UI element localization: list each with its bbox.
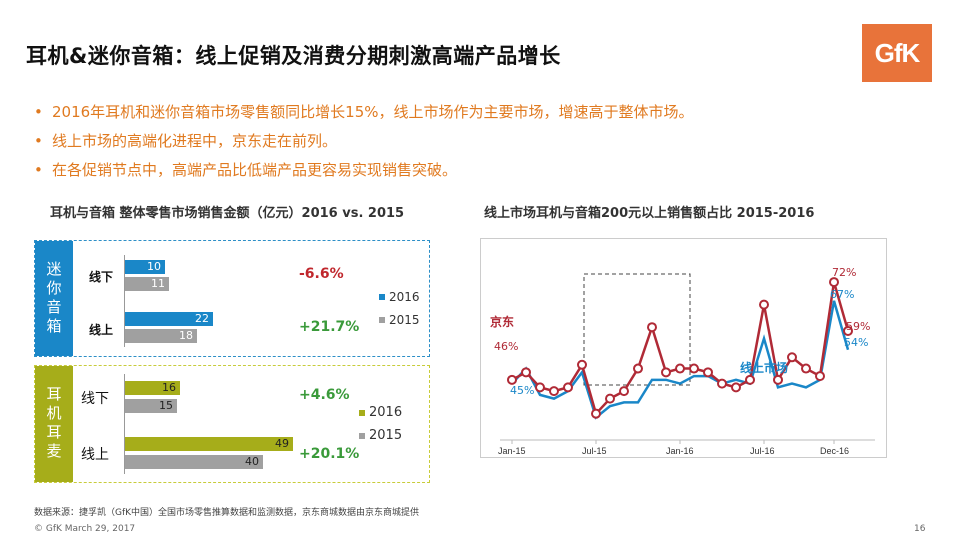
jd-data-point xyxy=(507,374,517,385)
bar-2015: 18 xyxy=(125,329,197,343)
axis-line xyxy=(124,255,125,347)
premium-share-line-chart: Jan-15 Jul-15 Jan-16 Jul-16 Dec-16 京东 46% 45% 线… xyxy=(480,238,887,458)
x-tick-label: Jul-16 xyxy=(750,446,775,456)
bar-2015: 15 xyxy=(125,399,177,413)
x-tick-label: Jan-16 xyxy=(666,446,694,456)
data-label: 72% xyxy=(832,266,856,279)
jd-data-point xyxy=(787,352,797,363)
page-title: 耳机&迷你音箱：线上促销及消费分期刺激高端产品增长 xyxy=(26,44,561,68)
data-label: 45% xyxy=(510,384,534,397)
x-tick-label: Dec-16 xyxy=(820,446,849,456)
jd-data-point xyxy=(773,374,783,385)
bar-2016: 10 xyxy=(125,260,165,274)
jd-data-point xyxy=(577,359,587,370)
jd-data-point xyxy=(703,367,713,378)
category-label: 线上 xyxy=(81,447,109,463)
jd-data-point xyxy=(745,374,755,385)
bullet-item: • 线上市场的高端化进程中，京东走在前列。 xyxy=(34,132,338,150)
legend-2015: 2015 xyxy=(359,428,402,443)
category-label: 线下 xyxy=(81,391,109,407)
jd-data-point xyxy=(815,371,825,382)
jd-data-point xyxy=(619,386,629,397)
bar-2015: 40 xyxy=(125,455,263,469)
speaker-group-label: 迷你音箱 xyxy=(35,241,73,356)
jd-data-point xyxy=(633,363,643,374)
chart-frame xyxy=(480,238,887,458)
jd-data-point xyxy=(801,363,811,374)
x-tick-label: Jan-15 xyxy=(498,446,526,456)
data-label: 54% xyxy=(844,336,868,349)
data-label: 46% xyxy=(494,340,518,353)
headphone-bar-panel: 耳机耳麦 线下 16 15 线上 49 40 +4.6% +20.1% 2016… xyxy=(34,365,430,483)
online-series-label: 线上市场 xyxy=(740,360,788,375)
jd-data-point xyxy=(843,325,853,336)
jd-data-point xyxy=(731,382,741,393)
jd-data-point xyxy=(675,363,685,374)
legend-2016: 2016 xyxy=(379,290,420,304)
bullet-item: • 在各促销节点中，高端产品比低端产品更容易实现销售突破。 xyxy=(34,161,458,179)
page-number: 16 xyxy=(914,524,926,534)
gfk-logo: GfK xyxy=(862,24,932,82)
left-chart-subtitle: 耳机与音箱 整体零售市场销售金额（亿元）2016 vs. 2015 xyxy=(50,206,405,221)
jd-series-label: 京东 xyxy=(490,314,514,329)
jd-data-point xyxy=(549,386,559,397)
jd-data-point xyxy=(535,382,545,393)
legend-2015: 2015 xyxy=(379,313,420,327)
data-label: 59% xyxy=(846,320,870,333)
growth-label: -6.6% xyxy=(299,266,344,282)
data-label: 67% xyxy=(830,288,854,301)
jd-data-point xyxy=(521,367,531,378)
category-label: 线下 xyxy=(89,270,114,284)
headphone-group-label: 耳机耳麦 xyxy=(35,366,73,482)
legend-2016: 2016 xyxy=(359,405,402,420)
x-tick-label: Jul-15 xyxy=(582,446,607,456)
bullet-item: • 2016年耳机和迷你音箱市场零售额同比增长15%，线上市场作为主要市场，增速高… xyxy=(34,103,694,121)
right-chart-subtitle: 线上市场耳机与音箱200元以上销售额占比 2015-2016 xyxy=(484,206,815,221)
axis-line xyxy=(124,374,125,474)
jd-data-point xyxy=(591,408,601,419)
jd-data-point xyxy=(605,393,615,404)
growth-label: +21.7% xyxy=(299,319,360,335)
bar-2016: 49 xyxy=(125,437,293,451)
data-source-note: 数据来源：捷孚凯（GfK中国）全国市场零售推算数据和监测数据，京东商城数据由京东… xyxy=(34,508,420,518)
jd-data-point xyxy=(563,382,573,393)
growth-label: +20.1% xyxy=(299,446,360,462)
growth-label: +4.6% xyxy=(299,387,350,403)
bar-2015: 11 xyxy=(125,277,169,291)
bar-2016: 16 xyxy=(125,381,180,395)
bar-2016: 22 xyxy=(125,312,213,326)
jd-data-point xyxy=(647,322,657,333)
promotion-highlight-box xyxy=(583,273,691,386)
jd-data-point xyxy=(689,363,699,374)
jd-data-point xyxy=(717,378,727,389)
category-label: 线上 xyxy=(89,323,114,337)
footer-copyright: © GfK March 29, 2017 xyxy=(34,524,136,534)
bullet-list: • 2016年耳机和迷你音箱市场零售额同比增长15%，线上市场作为主要市场，增速高… xyxy=(34,98,694,185)
jd-data-point xyxy=(829,277,839,288)
jd-data-point xyxy=(759,299,769,310)
jd-data-point xyxy=(661,367,671,378)
speaker-bar-panel: 迷你音箱 线下 10 11 线上 22 18 -6.6% +21.7% 2016… xyxy=(34,240,430,357)
